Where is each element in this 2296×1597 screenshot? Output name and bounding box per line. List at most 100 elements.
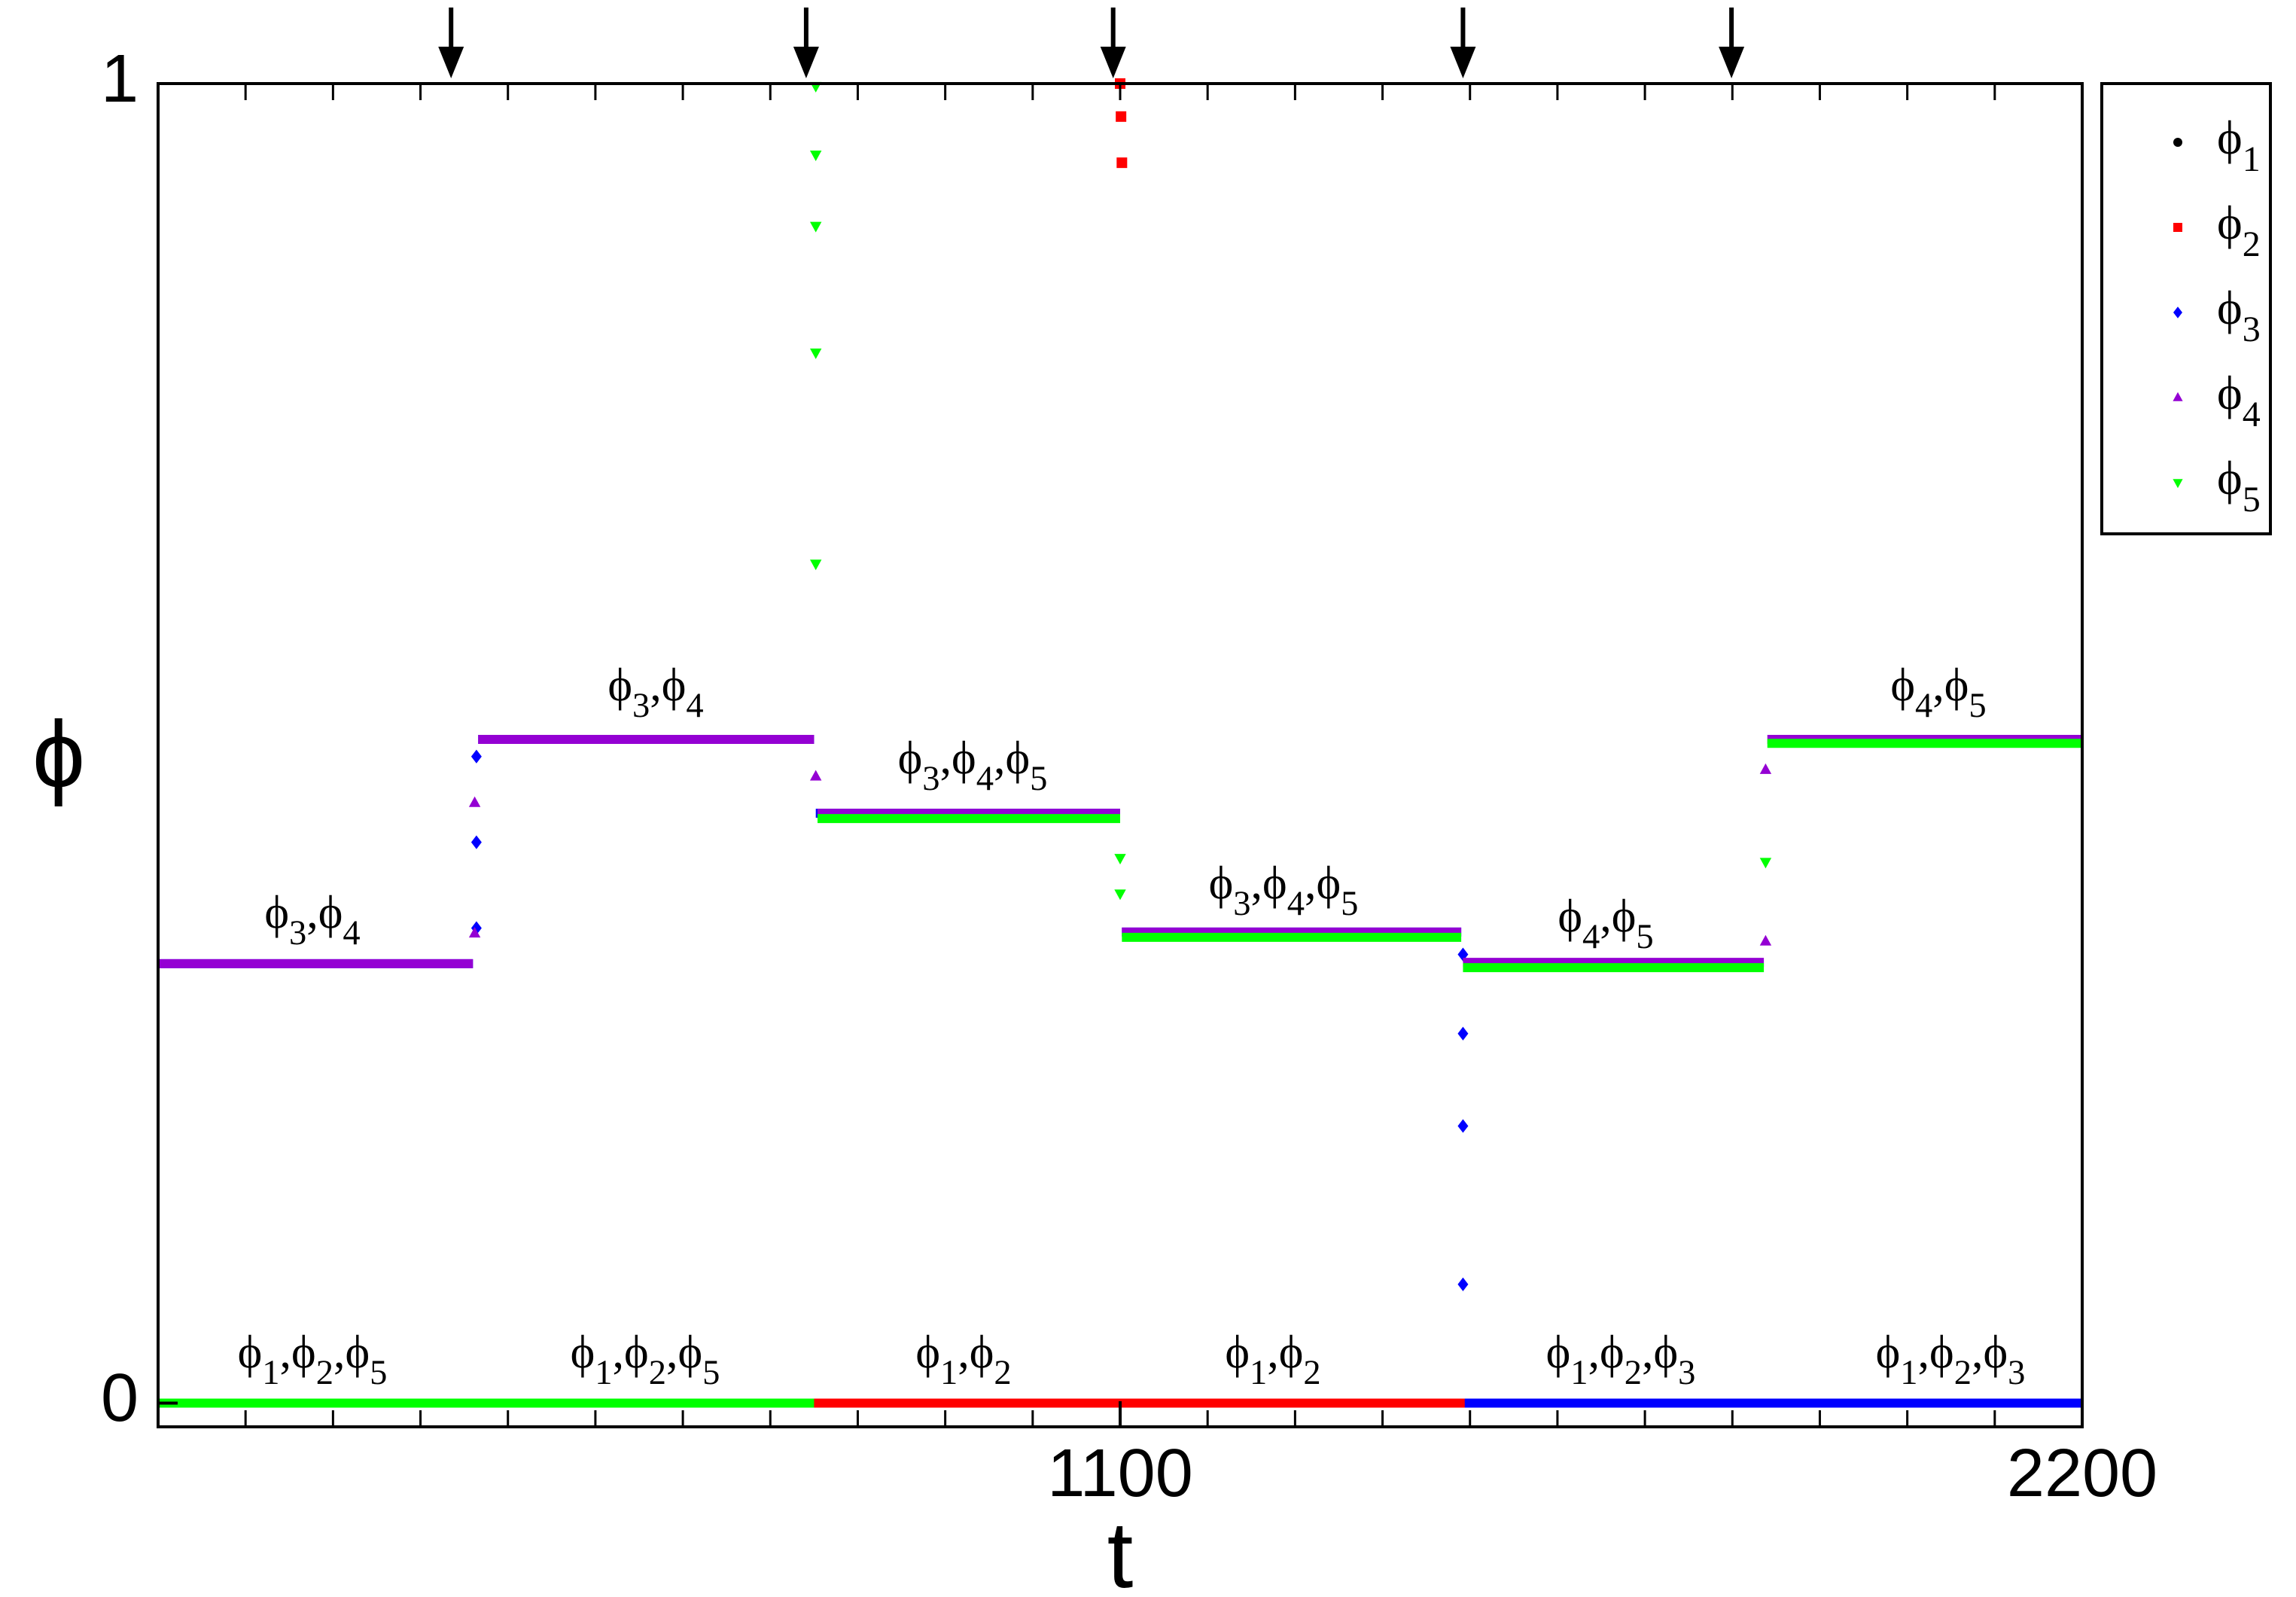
legend-marker [2173,306,2182,318]
series-line [158,739,2082,1408]
text-run: ,ϕ [306,887,343,938]
legend-marker [2173,223,2182,232]
region-label: ϕ3,ϕ4 [264,887,360,952]
text-run: 1 [1900,1354,1917,1392]
text-run: ,ϕ [1972,1327,2008,1378]
text-run: 4 [1287,885,1305,923]
data-point [1114,854,1126,865]
legend-marker [2173,138,2182,147]
text-run: ,ϕ [1267,1327,1303,1378]
data-point [1759,763,1772,774]
arrow-head [1719,47,1745,78]
legend-marker [2173,479,2183,489]
y-tick-label: 1 [101,41,139,117]
text-run: ,ϕ [1642,1327,1678,1378]
text-run: ϕ [915,1327,940,1378]
text-run: ϕ [571,1327,595,1378]
legend-label: ϕ5 [2217,451,2261,520]
region-label: ϕ3,ϕ4,ϕ5 [1209,858,1359,923]
text-run: ϕ [2217,111,2243,164]
data-point [1457,1026,1469,1041]
text-run: 5 [2243,480,2261,520]
arrow-head [438,47,464,78]
text-run: ,ϕ [1588,1327,1625,1378]
legend-marker [2173,392,2183,401]
text-run: ϕ [2217,451,2243,504]
arrow [1450,8,1476,78]
region-label: ϕ1,ϕ2,ϕ3 [1546,1327,1696,1392]
text-run: ϕ [2217,196,2243,249]
text-run: ,ϕ [1932,660,1969,711]
legend-label: ϕ1 [2217,111,2261,179]
text-run: 5 [702,1354,720,1392]
y-tick-label: 0 [101,1361,139,1436]
region-label: ϕ3,ϕ4 [607,660,703,725]
text-run: 3 [2243,309,2261,349]
text-run: ϕ [607,660,632,711]
data-point [1457,1119,1469,1133]
text-run: ,ϕ [613,1327,649,1378]
text-run: 1 [595,1354,612,1392]
text-run: ,ϕ [333,1327,370,1378]
text-run: ϕ [264,887,289,938]
text-run: 2 [1625,1354,1642,1392]
region-label: ϕ1,ϕ2 [915,1327,1011,1392]
arrow [1100,8,1126,78]
text-run: 3 [2008,1354,2025,1392]
text-run: ϕ [2217,366,2243,419]
text-run: ,ϕ [1600,891,1636,942]
text-run: ,ϕ [280,1327,316,1378]
text-run: ϕ [1558,891,1582,942]
series [158,81,2082,1408]
text-run: 3 [922,760,939,798]
data-point [468,927,481,938]
text-run: ,ϕ [994,733,1030,784]
arrow-head [1450,47,1476,78]
data-point [1457,1277,1469,1291]
text-run: 5 [1341,885,1358,923]
text-run: ,ϕ [1918,1327,1954,1378]
data-point [809,221,822,233]
region-label: ϕ4,ϕ5 [1890,660,1986,725]
text-run: ϕ [32,702,85,807]
data-point [1116,111,1127,122]
region-label: ϕ3,ϕ4,ϕ5 [898,733,1048,798]
text-run: 4 [2243,395,2261,434]
text-run: 5 [1969,687,1986,725]
text-run: ,ϕ [940,733,976,784]
text-run: 1 [2243,139,2261,179]
series [158,734,2082,968]
text-run: ϕ [1546,1327,1571,1378]
data-point [809,348,822,359]
legend-label: ϕ2 [2217,196,2261,264]
text-run: 5 [370,1354,387,1392]
text-run: 1 [262,1354,279,1392]
series-line [158,734,2082,968]
arrow [793,8,819,78]
text-run: 4 [976,760,994,798]
text-run: 4 [686,687,703,725]
text-run: ϕ [1209,858,1234,909]
text-run: 3 [289,914,306,952]
data-point [1457,947,1469,962]
data-point [809,151,822,162]
region-label: ϕ1,ϕ2,ϕ5 [238,1327,388,1392]
text-run: 4 [343,914,360,952]
text-run: ,ϕ [958,1327,994,1378]
text-run: ,ϕ [666,1327,702,1378]
legend-frame [2100,82,2272,535]
legend-label: ϕ4 [2217,366,2261,434]
data-point [470,749,482,763]
text-run: 1 [940,1354,958,1392]
text-run: 3 [1233,885,1250,923]
data-point [1759,934,1772,946]
text-run: ϕ [1225,1327,1250,1378]
text-run: 3 [1678,1354,1695,1392]
x-axis-label: t [1107,1503,1134,1597]
text-run: 2 [1303,1354,1320,1392]
text-run: 2 [1954,1354,1972,1392]
legend-label: ϕ3 [2217,281,2261,349]
text-run: ϕ [898,733,923,784]
